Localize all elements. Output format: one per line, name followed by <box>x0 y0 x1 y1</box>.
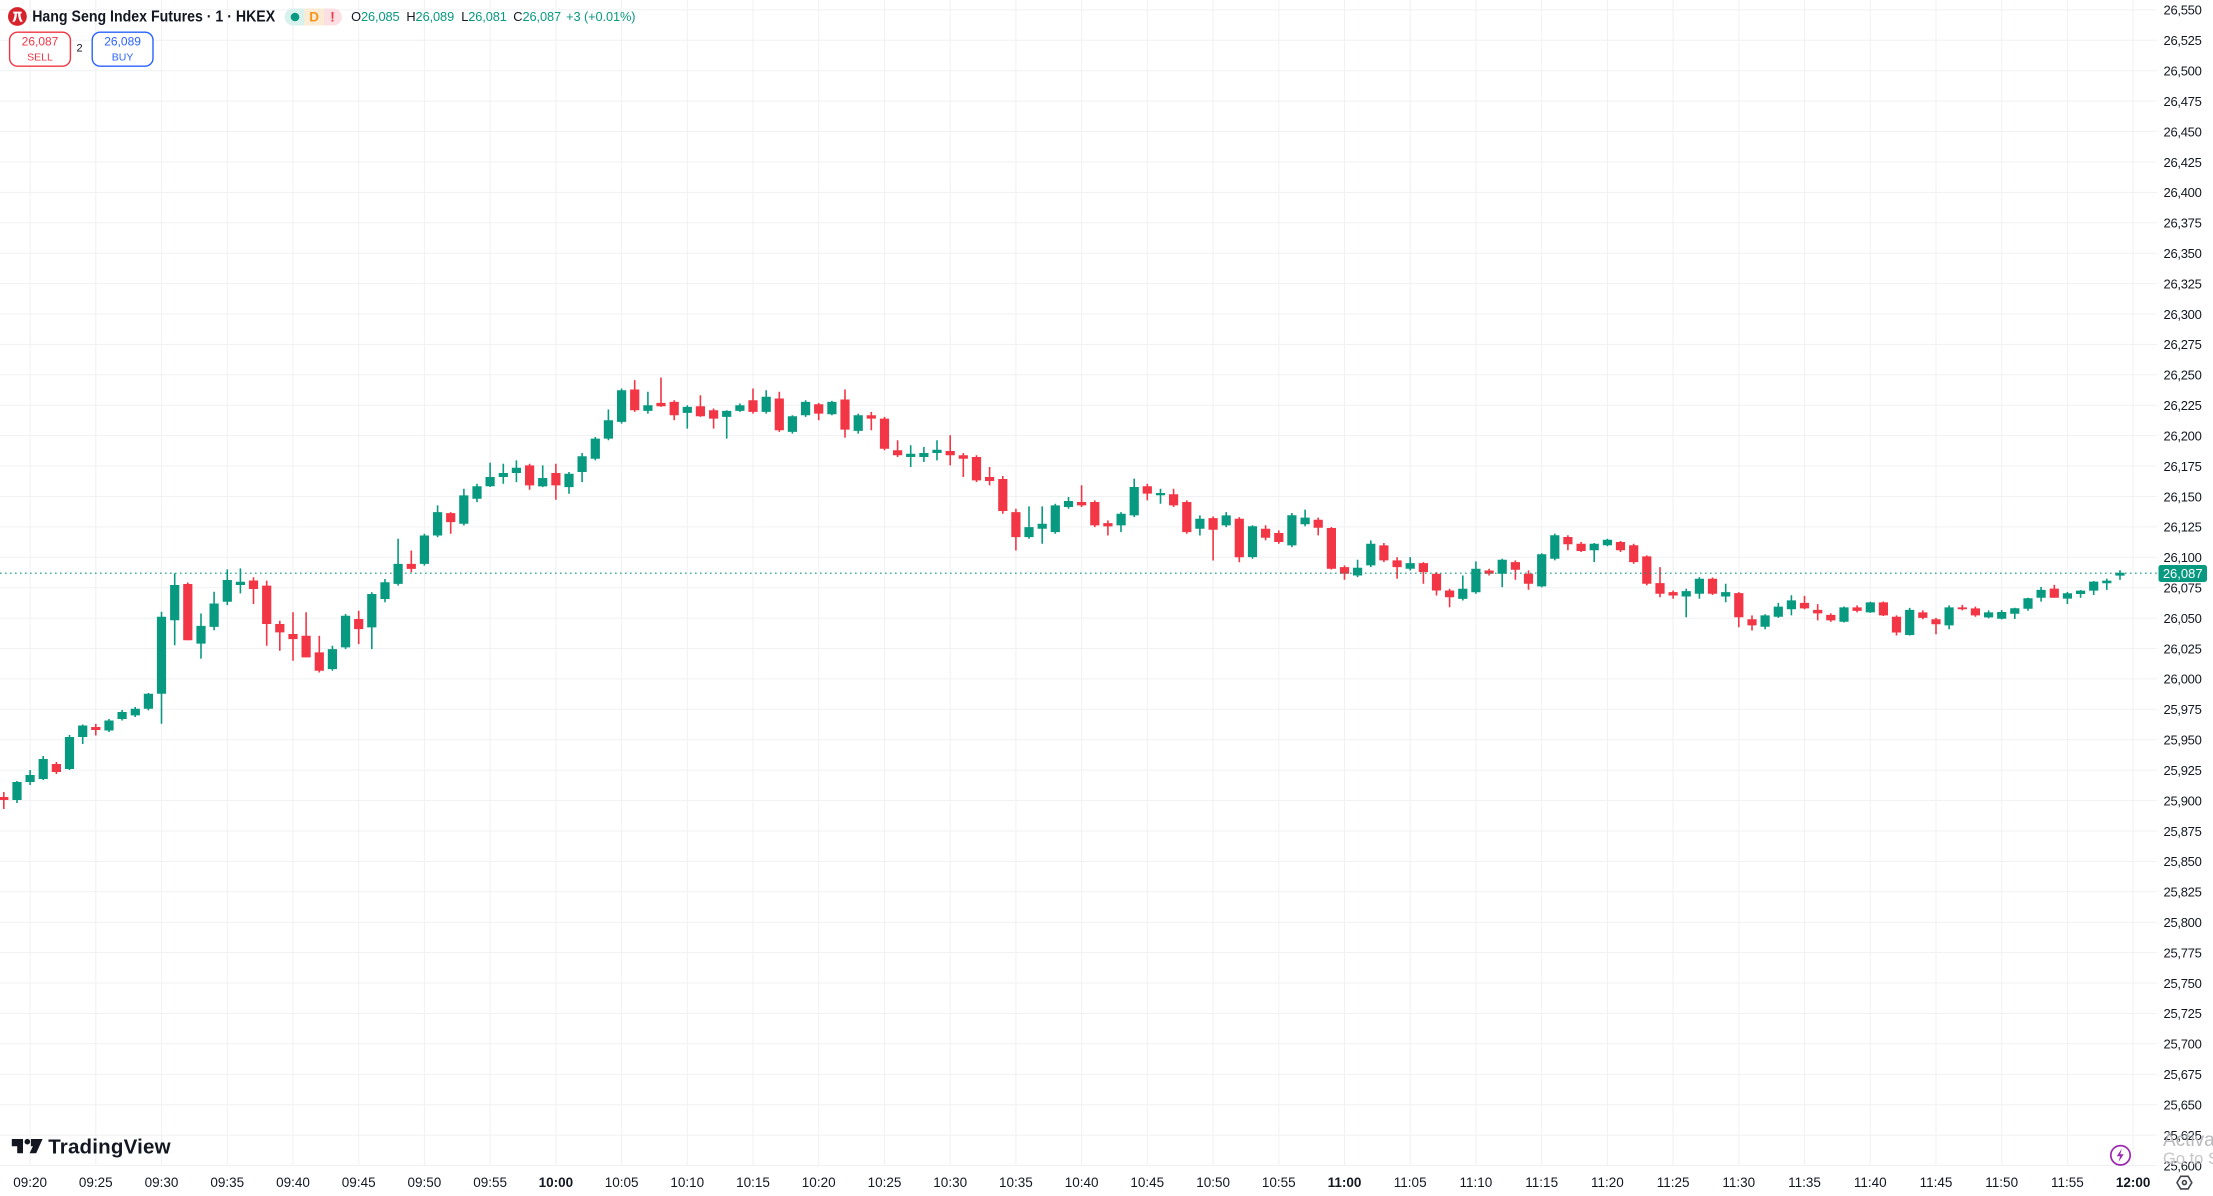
svg-text:26,100: 26,100 <box>2164 550 2202 565</box>
svg-text:25,800: 25,800 <box>2164 915 2202 930</box>
svg-text:11:20: 11:20 <box>1591 1175 1624 1190</box>
svg-text:SELL: SELL <box>27 51 53 63</box>
svg-text:10:50: 10:50 <box>1196 1175 1230 1190</box>
svg-text:H26,089: H26,089 <box>406 9 454 24</box>
svg-text:11:10: 11:10 <box>1460 1175 1493 1190</box>
svg-text:25,875: 25,875 <box>2164 824 2202 839</box>
svg-text:10:35: 10:35 <box>999 1175 1033 1190</box>
svg-text:10:25: 10:25 <box>868 1175 902 1190</box>
svg-text:26,400: 26,400 <box>2164 185 2202 200</box>
svg-text:25,825: 25,825 <box>2164 885 2202 900</box>
svg-text:25,950: 25,950 <box>2164 733 2202 748</box>
svg-text:11:30: 11:30 <box>1722 1175 1755 1190</box>
svg-text:25,700: 25,700 <box>2164 1037 2202 1052</box>
svg-text:26,500: 26,500 <box>2164 64 2202 79</box>
svg-text:C26,087: C26,087 <box>513 9 561 24</box>
svg-text:09:35: 09:35 <box>210 1175 244 1190</box>
svg-text:25,675: 25,675 <box>2164 1067 2202 1082</box>
svg-text:09:20: 09:20 <box>13 1175 47 1190</box>
svg-text:10:30: 10:30 <box>933 1175 967 1190</box>
svg-text:Go to S: Go to S <box>2163 1150 2213 1168</box>
svg-text:O26,085: O26,085 <box>351 9 399 24</box>
svg-text:11:25: 11:25 <box>1657 1175 1690 1190</box>
svg-text:10:10: 10:10 <box>670 1175 704 1190</box>
svg-text:26,425: 26,425 <box>2164 155 2202 170</box>
svg-text:25,850: 25,850 <box>2164 854 2202 869</box>
svg-text:25,775: 25,775 <box>2164 945 2202 960</box>
svg-text:10:55: 10:55 <box>1262 1175 1296 1190</box>
svg-text:10:20: 10:20 <box>802 1175 836 1190</box>
svg-text:26,125: 26,125 <box>2164 520 2202 535</box>
svg-text:09:40: 09:40 <box>276 1175 310 1190</box>
svg-text:26,087: 26,087 <box>2163 566 2203 581</box>
svg-text:11:35: 11:35 <box>1788 1175 1821 1190</box>
svg-text:Hang Seng Index Futures · 1 ·: Hang Seng Index Futures · 1 · HKEX <box>32 9 275 26</box>
svg-text:10:05: 10:05 <box>605 1175 639 1190</box>
svg-text:11:40: 11:40 <box>1854 1175 1887 1190</box>
svg-text:11:00: 11:00 <box>1328 1175 1362 1190</box>
svg-text:26,000: 26,000 <box>2164 672 2202 687</box>
svg-text:11:45: 11:45 <box>1920 1175 1953 1190</box>
svg-text:26,175: 26,175 <box>2164 459 2202 474</box>
svg-text:26,375: 26,375 <box>2164 216 2202 231</box>
svg-text:11:50: 11:50 <box>1985 1175 2018 1190</box>
svg-text:12:00: 12:00 <box>2116 1175 2151 1190</box>
svg-text:26,250: 26,250 <box>2164 368 2202 383</box>
svg-text:26,275: 26,275 <box>2164 337 2202 352</box>
svg-text:11:05: 11:05 <box>1394 1175 1427 1190</box>
svg-text:BUY: BUY <box>112 51 134 63</box>
svg-text:26,087: 26,087 <box>22 34 59 48</box>
svg-text:10:15: 10:15 <box>736 1175 770 1190</box>
svg-text:26,075: 26,075 <box>2164 581 2202 596</box>
svg-text:09:25: 09:25 <box>79 1175 113 1190</box>
svg-text:25,925: 25,925 <box>2164 763 2202 778</box>
svg-text:09:50: 09:50 <box>408 1175 442 1190</box>
svg-text:!: ! <box>330 10 335 25</box>
svg-text:10:00: 10:00 <box>539 1175 574 1190</box>
svg-text:26,300: 26,300 <box>2164 307 2202 322</box>
svg-text:D: D <box>309 10 319 25</box>
svg-text:26,025: 26,025 <box>2164 641 2202 656</box>
svg-text:25,650: 25,650 <box>2164 1098 2202 1113</box>
svg-text:2: 2 <box>76 43 82 55</box>
svg-text:26,150: 26,150 <box>2164 489 2202 504</box>
svg-text:Activa: Activa <box>2163 1130 2213 1151</box>
svg-text:09:55: 09:55 <box>473 1175 507 1190</box>
svg-text:TradingView: TradingView <box>48 1136 171 1159</box>
svg-text:26,225: 26,225 <box>2164 398 2202 413</box>
svg-text:11:15: 11:15 <box>1525 1175 1558 1190</box>
svg-text:26,525: 26,525 <box>2164 33 2202 48</box>
svg-text:25,900: 25,900 <box>2164 793 2202 808</box>
svg-text:26,350: 26,350 <box>2164 246 2202 261</box>
svg-text:+3 (+0.01%): +3 (+0.01%) <box>566 9 635 24</box>
svg-text:26,450: 26,450 <box>2164 124 2202 139</box>
svg-text:26,325: 26,325 <box>2164 276 2202 291</box>
svg-text:26,550: 26,550 <box>2164 3 2202 18</box>
svg-text:25,975: 25,975 <box>2164 702 2202 717</box>
svg-text:10:40: 10:40 <box>1065 1175 1099 1190</box>
svg-text:26,200: 26,200 <box>2164 428 2202 443</box>
svg-text:09:45: 09:45 <box>342 1175 376 1190</box>
svg-text:25,600: 25,600 <box>2164 1158 2202 1173</box>
svg-text:L26,081: L26,081 <box>461 9 507 24</box>
svg-text:09:30: 09:30 <box>145 1175 179 1190</box>
svg-text:10:45: 10:45 <box>1130 1175 1164 1190</box>
svg-text:25,625: 25,625 <box>2164 1128 2202 1143</box>
svg-text:26,475: 26,475 <box>2164 94 2202 109</box>
svg-text:25,725: 25,725 <box>2164 1006 2202 1021</box>
svg-text:25,750: 25,750 <box>2164 976 2202 991</box>
svg-text:26,050: 26,050 <box>2164 611 2202 626</box>
svg-text:26,089: 26,089 <box>104 34 141 48</box>
svg-text:11:55: 11:55 <box>2051 1175 2084 1190</box>
